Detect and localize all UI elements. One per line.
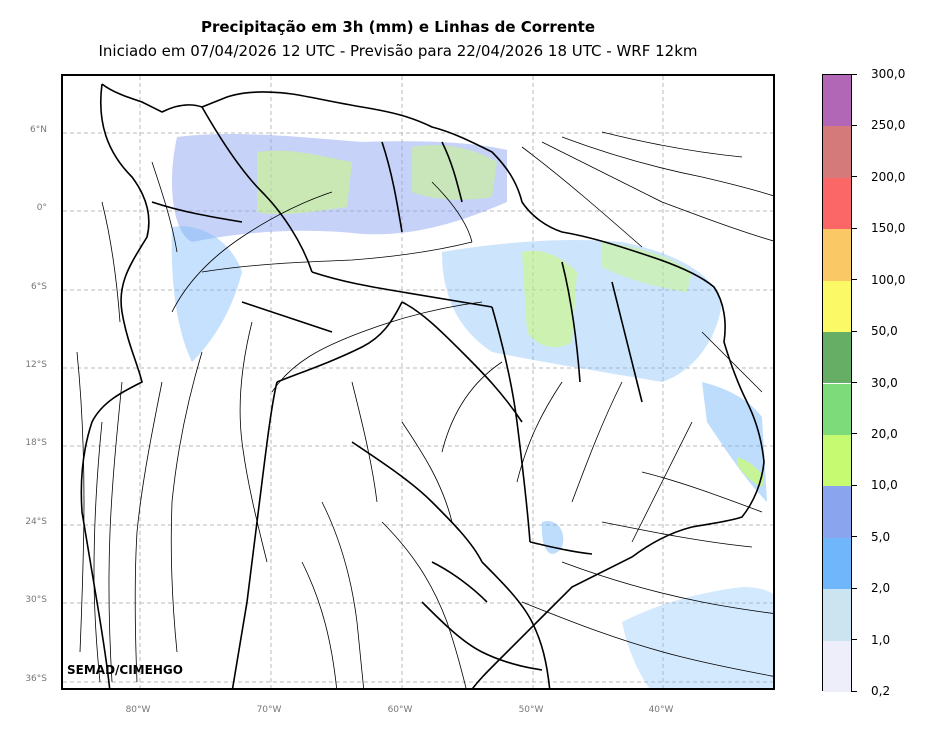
- colorbar: [822, 74, 852, 692]
- map-canvas: [63, 76, 773, 688]
- colorbar-tick: [851, 690, 857, 692]
- colorbar-tick: [851, 382, 857, 383]
- coastlines-borders: [80, 83, 765, 688]
- colorbar-segment: [823, 383, 851, 435]
- lat-label: 24°S: [25, 517, 47, 527]
- lat-label: 0°: [36, 203, 47, 213]
- colorbar-tick: [851, 433, 857, 435]
- colorbar-segment: [823, 434, 851, 487]
- colorbar-segment: [823, 589, 851, 641]
- colorbar-label: 1,0: [871, 632, 891, 647]
- lat-label: 18°S: [25, 438, 47, 448]
- colorbar-tick: [851, 330, 857, 332]
- colorbar-label: 50,0: [871, 324, 898, 339]
- lon-label: 50°W: [518, 705, 544, 715]
- colorbar-segment: [823, 537, 851, 590]
- colorbar-segment: [823, 229, 851, 281]
- lat-label: 36°S: [25, 674, 47, 684]
- colorbar-label: 150,0: [871, 221, 906, 236]
- credit-label: SEMAD/CIMEHGO: [67, 663, 183, 677]
- map-subtitle: Iniciado em 07/04/2026 12 UTC - Previsão…: [98, 42, 698, 60]
- colorbar-tick: [851, 587, 857, 589]
- map-panel: [61, 74, 775, 690]
- colorbar-tick: [851, 176, 857, 178]
- colorbar-tick: [851, 484, 857, 486]
- colorbar-label: 250,0: [871, 118, 906, 133]
- colorbar-segment: [823, 332, 851, 384]
- lat-label: 12°S: [25, 360, 47, 370]
- colorbar-label: 30,0: [871, 375, 898, 390]
- colorbar-segment: [823, 486, 851, 538]
- colorbar-tick: [851, 73, 857, 75]
- colorbar-tick: [851, 536, 857, 538]
- lon-label: 70°W: [256, 705, 282, 715]
- colorbar-segment: [823, 177, 851, 230]
- colorbar-tick: [851, 639, 857, 641]
- lat-label: 6°N: [30, 125, 47, 135]
- colorbar-segment: [823, 640, 851, 692]
- colorbar-label: 5,0: [871, 529, 891, 544]
- colorbar-tick: [851, 124, 857, 126]
- colorbar-label: 2,0: [871, 581, 891, 596]
- map-title: Precipitação em 3h (mm) e Linhas de Corr…: [200, 18, 596, 36]
- colorbar-label: 300,0: [871, 67, 906, 81]
- lat-label: 6°S: [31, 282, 47, 292]
- colorbar-tick: [851, 227, 857, 229]
- colorbar-label: 0,2: [871, 684, 891, 698]
- colorbar-label: 200,0: [871, 169, 906, 184]
- colorbar-label: 10,0: [871, 478, 898, 493]
- colorbar-segment: [823, 126, 851, 178]
- colorbar-segment: [823, 280, 851, 333]
- lon-label: 40°W: [648, 705, 674, 715]
- colorbar-label: 100,0: [871, 272, 906, 287]
- lon-label: 60°W: [387, 705, 413, 715]
- colorbar-segment: [823, 75, 851, 127]
- precipitation-areas: [171, 134, 773, 688]
- colorbar-tick: [851, 279, 857, 281]
- lon-label: 80°W: [125, 705, 151, 715]
- colorbar-label: 20,0: [871, 426, 898, 441]
- lat-label: 30°S: [25, 595, 47, 605]
